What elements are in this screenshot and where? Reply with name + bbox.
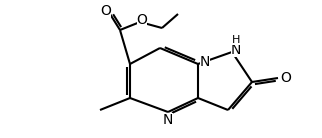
Text: N: N	[163, 113, 173, 127]
Text: N: N	[231, 43, 241, 57]
Text: N: N	[200, 55, 210, 69]
Text: O: O	[100, 4, 111, 18]
Text: H: H	[232, 35, 240, 45]
Text: O: O	[137, 13, 147, 27]
Text: O: O	[280, 71, 291, 85]
